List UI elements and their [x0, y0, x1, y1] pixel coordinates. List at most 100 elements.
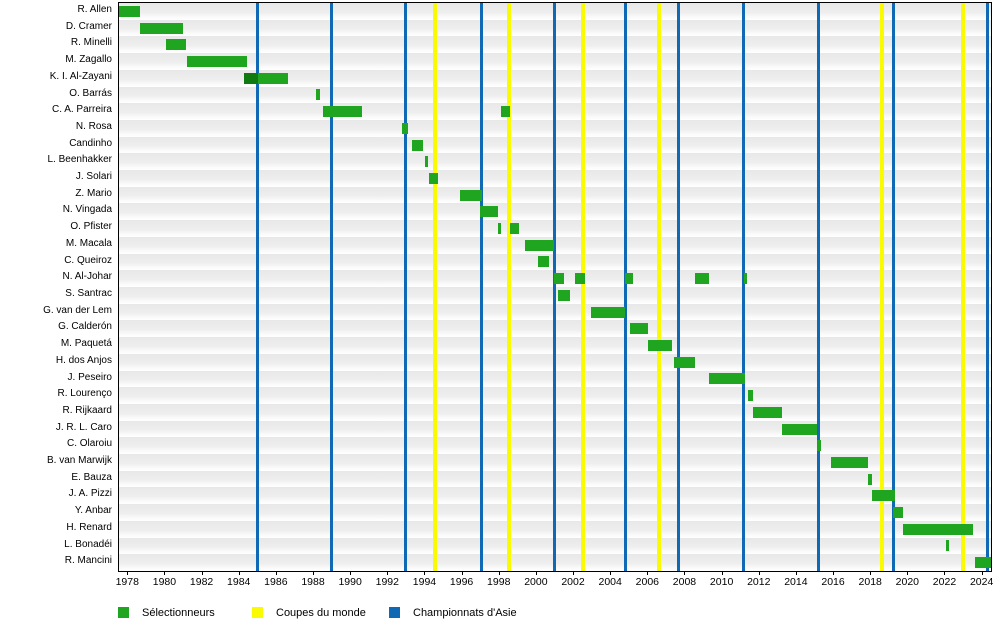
asian-championship-line: [676, 3, 680, 571]
row-label: M. Zagallo: [65, 54, 112, 66]
x-tick-label: 2016: [821, 576, 845, 588]
x-tick: [498, 571, 500, 575]
row-label: R. Lourenço: [57, 388, 112, 400]
x-tick-label: 2012: [747, 576, 771, 588]
x-tick-label: 1978: [115, 576, 139, 588]
legend-label: Championnats d'Asie: [413, 607, 517, 619]
asian-championship-line: [256, 3, 260, 571]
x-tick: [647, 571, 649, 575]
x-tick-label: 1992: [375, 576, 399, 588]
row-label: R. Rijkaard: [62, 404, 112, 416]
tenure-bar: [574, 273, 586, 285]
tenure-bar: [782, 423, 817, 435]
world-cup-line: [880, 3, 885, 571]
row-label: J. R. L. Caro: [55, 421, 112, 433]
x-tick-label: 2004: [598, 576, 622, 588]
tenure-bar: [119, 5, 140, 17]
x-tick: [795, 571, 797, 575]
tenure-bar: [537, 256, 549, 268]
legend-item: Sélectionneurs: [118, 607, 278, 620]
x-tick: [313, 571, 315, 575]
x-tick-label: 2006: [635, 576, 659, 588]
x-tick: [127, 571, 129, 575]
tenure-bar: [591, 306, 625, 318]
tenure-bar: [186, 55, 247, 67]
tenure-bar: [509, 223, 519, 235]
tenure-bar: [753, 406, 783, 418]
tenure-bar: [424, 156, 429, 168]
row-label: S. Santrac: [65, 288, 112, 299]
x-tick-label: 2022: [932, 576, 957, 588]
x-tick-label: 1980: [152, 576, 177, 588]
x-tick-label: 1982: [189, 576, 214, 588]
tenure-bar: [674, 356, 695, 368]
row-label: C. Olaroiu: [66, 438, 112, 450]
row-label: L. Beenhakker: [47, 154, 113, 166]
tenure-bar: [872, 490, 896, 502]
x-tick-label: 1986: [264, 576, 288, 588]
tenure-bar-overlap: [243, 72, 258, 84]
row-label: M. Macala: [65, 237, 112, 249]
tenure-bar: [830, 456, 869, 468]
x-tick: [275, 571, 277, 575]
tenure-bar: [140, 22, 184, 34]
asian-championship-line: [891, 3, 895, 571]
x-tick-label: 2014: [784, 576, 808, 588]
tenure-bar: [868, 473, 873, 485]
row-label: R. Mancini: [64, 555, 112, 567]
legend-label: Sélectionneurs: [142, 607, 215, 619]
plot-area: [118, 2, 992, 572]
legend-swatch: [118, 607, 129, 618]
tenure-bar: [412, 139, 424, 151]
tenure-bar: [524, 239, 555, 251]
row-label: D. Cramer: [65, 20, 112, 32]
x-tick: [944, 571, 946, 575]
row-label: M. Paquetá: [60, 338, 112, 350]
tenure-bar: [748, 390, 753, 402]
asian-championship-line: [742, 3, 746, 571]
x-tick: [610, 571, 612, 575]
tenure-bar: [323, 106, 362, 118]
row-label: O. Barrás: [69, 87, 112, 99]
x-tick: [907, 571, 909, 575]
tenure-bar: [554, 273, 564, 285]
row-label: L. Bonadéi: [64, 538, 112, 550]
legend-item: Championnats d'Asie: [389, 607, 549, 620]
world-cup-line: [581, 3, 586, 571]
x-tick-label: 2000: [524, 576, 548, 588]
x-tick: [424, 571, 426, 575]
x-tick: [387, 571, 389, 575]
row-label: J. Peseiro: [67, 371, 112, 383]
x-tick: [201, 571, 203, 575]
x-tick: [981, 571, 983, 575]
asian-championship-line: [552, 3, 556, 571]
x-tick-label: 2002: [561, 576, 585, 588]
tenure-bar: [629, 323, 649, 335]
asian-championship-line: [623, 3, 627, 571]
row-label: C. A. Parreira: [51, 104, 112, 116]
tenure-bar: [694, 273, 709, 285]
row-label: O. Pfister: [70, 221, 112, 233]
x-tick: [573, 571, 575, 575]
x-tick-label: 2020: [895, 576, 920, 588]
x-tick-label: 2010: [709, 576, 734, 588]
row-label: N. Rosa: [75, 120, 112, 132]
row-label: H. dos Anjos: [55, 354, 112, 366]
tenure-bar: [243, 72, 288, 84]
row-label: J. A. Pizzi: [68, 488, 112, 500]
tenure-bar: [459, 189, 483, 201]
legend-label: Coupes du monde: [276, 607, 366, 619]
row-label: R. Minelli: [70, 37, 112, 49]
tenure-bar: [479, 206, 498, 218]
row-label: H. Renard: [66, 521, 112, 533]
asian-championship-line: [403, 3, 407, 571]
row-label: Candinho: [69, 137, 112, 149]
tenure-bar: [708, 373, 745, 385]
tenure-bar: [500, 106, 510, 118]
asian-championship-line: [985, 3, 989, 571]
x-tick: [758, 571, 760, 575]
row-label: E. Bauza: [71, 471, 112, 483]
tenure-bar: [315, 89, 320, 101]
tenure-bar: [817, 440, 822, 452]
row-label: K. I. Al-Zayani: [49, 70, 112, 82]
